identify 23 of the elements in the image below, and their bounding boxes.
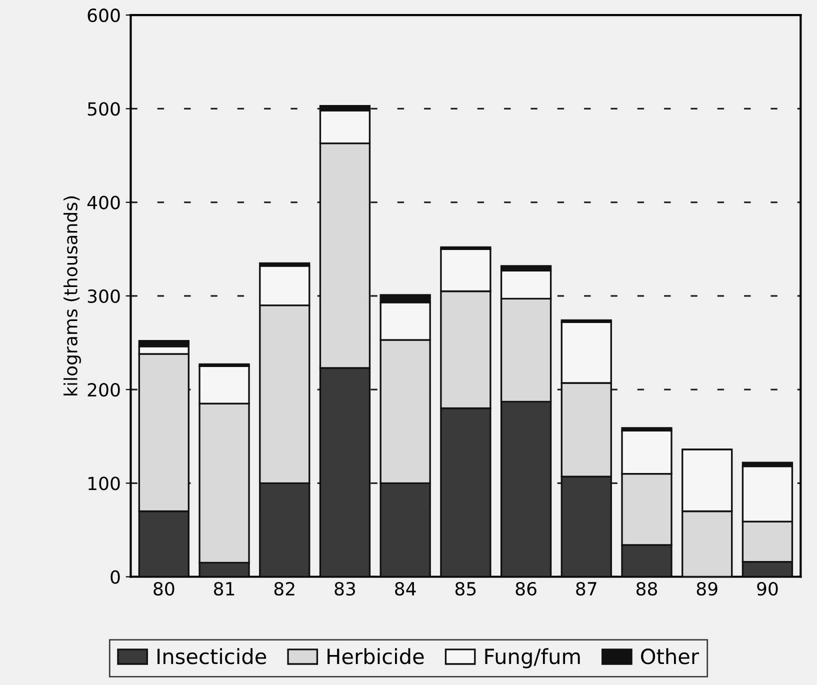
x-tick-label: 84 <box>395 582 416 596</box>
x-tick-label: 81 <box>214 582 234 596</box>
x-tick-label: 86 <box>516 582 536 596</box>
x-tick-label: 87 <box>576 582 596 596</box>
x-tick-label: 82 <box>274 582 294 596</box>
legend-label: Other <box>641 648 700 664</box>
y-tick-label: 300 <box>88 289 120 304</box>
x-tick-label: 88 <box>636 582 658 596</box>
y-axis-title: kilograms (thousands) <box>64 196 81 396</box>
x-tick-label: 89 <box>696 582 718 596</box>
x-tick-label: 80 <box>154 582 174 596</box>
y-tick-label: 500 <box>88 102 120 116</box>
y-tick-label: 200 <box>88 382 120 397</box>
x-tick-label: 85 <box>455 582 476 596</box>
legend-label: Herbicide <box>328 648 424 664</box>
legend-label: Fung/fum <box>485 648 580 668</box>
y-tick-label: 600 <box>88 8 120 22</box>
y-tick-label: 400 <box>87 196 120 210</box>
legend-label: Insecticide <box>158 648 266 664</box>
y-tick-label: 100 <box>88 476 120 490</box>
x-tick-label: 83 <box>334 582 356 596</box>
y-tick-label: 0 <box>110 570 120 584</box>
x-tick-label: 90 <box>757 582 778 596</box>
